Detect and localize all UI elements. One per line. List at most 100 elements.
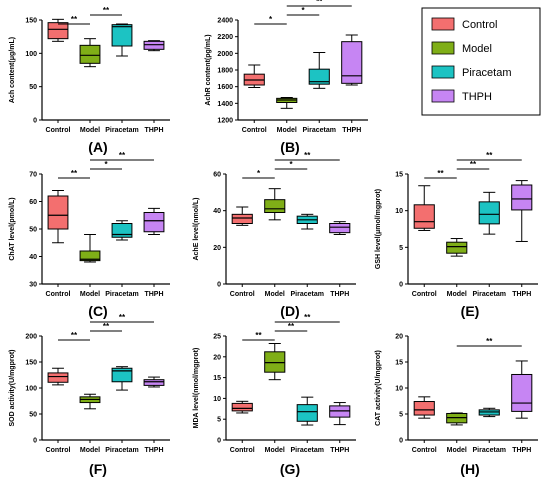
- box-iqr: [413, 204, 435, 229]
- y-tick-label: 15: [213, 375, 221, 382]
- box-iqr: [478, 201, 500, 225]
- y-axis-title: ChAT level(pmol/L): [9, 197, 16, 260]
- category-label: THPH: [342, 127, 361, 134]
- panel-f: 0 50 100 150 200 SOD activity(U/mgprot) Contro…: [9, 313, 170, 477]
- significance-label: **: [486, 337, 493, 346]
- box-model: [264, 188, 286, 221]
- significance-label: **: [71, 15, 78, 24]
- box-thph: [143, 207, 165, 235]
- category-label: Control: [46, 447, 71, 454]
- panel-label: (H): [460, 461, 479, 477]
- y-tick-label: 2400: [217, 18, 233, 25]
- box-control: [231, 206, 253, 226]
- box-model: [79, 393, 101, 410]
- y-tick-label: 2000: [217, 51, 233, 58]
- y-tick-label: 60: [213, 172, 221, 179]
- legend-label-piracetam: Piracetam: [462, 67, 512, 79]
- category-label: THPH: [512, 291, 531, 298]
- box-control: [243, 64, 265, 88]
- category-label: THPH: [512, 447, 531, 454]
- significance-label: **: [255, 331, 262, 340]
- y-tick-label: 20: [213, 245, 221, 252]
- box-piracetam: [478, 191, 500, 235]
- y-tick-label: 5: [399, 412, 403, 419]
- panel-label: (F): [89, 461, 107, 477]
- category-label: Control: [46, 291, 71, 298]
- panel-a: 0 50 100 150 Ach content(μg/mL) Control Model P…: [9, 6, 170, 155]
- y-axis-title: SOD activity(U/mgprot): [9, 349, 16, 426]
- significance-label: *: [289, 160, 293, 169]
- category-label: Piracetam: [291, 447, 324, 454]
- category-label: Piracetam: [105, 291, 138, 298]
- y-tick-label: 150: [25, 18, 37, 25]
- category-label: Piracetam: [105, 127, 138, 134]
- category-label: Control: [230, 447, 255, 454]
- category-label: THPH: [144, 447, 163, 454]
- y-axis-title: GSH level(μmol/mgprot): [375, 189, 382, 269]
- box-iqr: [231, 213, 253, 224]
- y-tick-label: 1200: [217, 118, 233, 125]
- box-control: [231, 400, 253, 414]
- box-iqr: [264, 199, 286, 214]
- y-tick-label: 2200: [217, 34, 233, 41]
- panel-label: (E): [461, 303, 480, 319]
- y-tick-label: 0: [33, 118, 37, 125]
- category-label: Piracetam: [105, 447, 138, 454]
- significance-label: **: [486, 151, 493, 160]
- significance-label: *: [301, 6, 305, 15]
- y-tick-label: 20: [213, 354, 221, 361]
- legend-swatch-control: [431, 17, 455, 31]
- category-label: Model: [80, 447, 100, 454]
- category-label: Control: [46, 127, 71, 134]
- panel-label: (D): [280, 303, 299, 319]
- legend: Control Model Piracetam THPH: [421, 7, 541, 116]
- significance-label: **: [103, 6, 110, 15]
- significance-label: **: [103, 322, 110, 331]
- box-iqr: [79, 250, 101, 262]
- y-tick-label: 10: [395, 208, 403, 215]
- significance-label: **: [71, 169, 78, 178]
- box-iqr: [329, 223, 351, 234]
- y-tick-label: 60: [29, 199, 37, 206]
- box-iqr: [296, 404, 318, 422]
- box-iqr: [341, 41, 363, 84]
- significance-label: **: [304, 151, 311, 160]
- box-iqr: [413, 401, 435, 416]
- significance-label: *: [257, 169, 261, 178]
- y-tick-label: 0: [217, 282, 221, 289]
- y-tick-label: 0: [217, 438, 221, 445]
- box-iqr: [143, 379, 165, 386]
- y-tick-label: 5: [399, 245, 403, 252]
- panel-label: (A): [88, 139, 107, 155]
- panel-g: 0 5 10 15 20 25 MDA level(nmol/mgprot) Control M…: [193, 313, 356, 477]
- legend-swatch-piracetam: [431, 65, 455, 79]
- y-tick-label: 1600: [217, 84, 233, 91]
- y-tick-label: 40: [29, 254, 37, 261]
- panel-d: 0 20 40 60 AchE level(nmol/L) Control Model Pir…: [193, 151, 356, 319]
- y-axis-title: CAT activity(U/mgprot): [375, 350, 382, 426]
- significance-label: **: [470, 160, 477, 169]
- y-axis-title: Ach content(μg/mL): [9, 37, 16, 103]
- box-iqr: [511, 184, 533, 211]
- box-thph: [329, 402, 351, 426]
- box-thph: [329, 221, 351, 235]
- y-tick-label: 100: [25, 386, 37, 393]
- box-iqr: [143, 40, 165, 50]
- significance-label: *: [104, 160, 108, 169]
- box-iqr: [47, 195, 69, 230]
- panel-b: 1200 1400 1600 1800 2000 2200 2400 AchR content…: [205, 0, 368, 155]
- y-tick-label: 5: [217, 417, 221, 424]
- box-control: [413, 396, 435, 419]
- y-tick-label: 100: [25, 51, 37, 58]
- category-label: Control: [242, 127, 267, 134]
- significance-label: **: [119, 151, 126, 160]
- y-tick-label: 40: [213, 208, 221, 215]
- significance-label: **: [316, 0, 323, 6]
- y-tick-label: 20: [395, 334, 403, 341]
- box-model: [79, 38, 101, 68]
- box-piracetam: [111, 23, 133, 57]
- y-tick-label: 15: [395, 360, 403, 367]
- y-tick-label: 10: [395, 386, 403, 393]
- box-control: [413, 185, 435, 231]
- significance-label: **: [119, 313, 126, 322]
